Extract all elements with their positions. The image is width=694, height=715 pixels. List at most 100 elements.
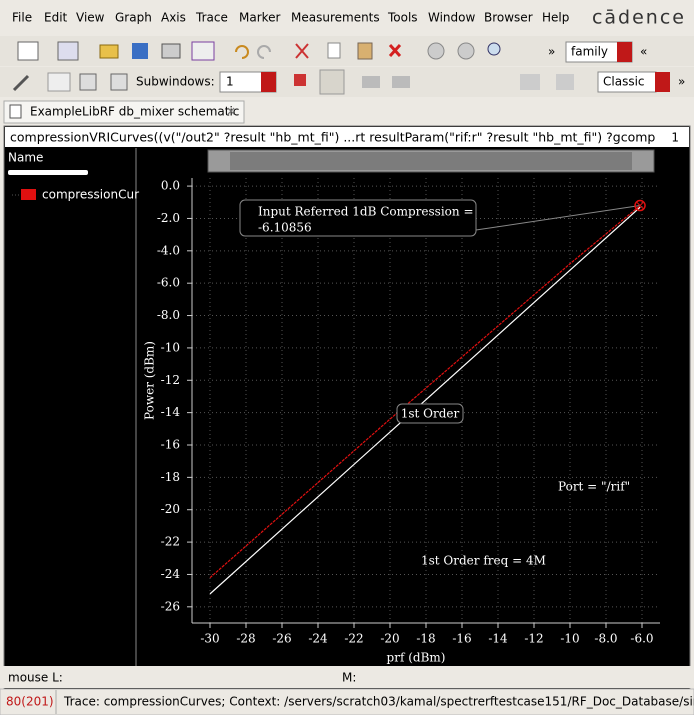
y-tick-label: -4.0 — [157, 243, 180, 257]
sidebar-header: Name — [8, 151, 43, 165]
x-tick-label: -22 — [344, 632, 363, 646]
x-tick-label: -16 — [452, 632, 471, 646]
combo-arrow[interactable] — [617, 42, 632, 62]
menu-item[interactable]: File — [12, 11, 32, 25]
x-tick-label: -26 — [272, 632, 291, 646]
annotation: 1st Order freq = 4M — [421, 554, 546, 568]
y-tick-label: 0.0 — [161, 179, 180, 193]
menu-bar — [0, 0, 694, 32]
expression-bar — [5, 127, 689, 147]
x-tick-label: -18 — [416, 632, 435, 646]
plot: -30 -28 -26 -24 -22 -20 -18 -16 -14 -12 -10 -8.0 -6.… — [143, 178, 660, 665]
middle-status: M: — [342, 671, 356, 685]
y-tick-label: -16 — [161, 438, 180, 452]
annotation: Port = "/rif" — [558, 480, 630, 494]
menu-item[interactable]: Help — [542, 11, 569, 25]
menu-item[interactable]: Axis — [161, 11, 186, 25]
icon-print[interactable] — [161, 43, 181, 59]
icon-back[interactable] — [427, 42, 445, 60]
icon-wand[interactable] — [12, 74, 30, 92]
menu-item[interactable]: Measurements — [291, 11, 380, 25]
icon-open[interactable] — [99, 44, 119, 59]
icon-save[interactable] — [132, 43, 148, 59]
icon-bars[interactable] — [520, 74, 540, 90]
marker-box — [239, 199, 477, 237]
icon-info[interactable] — [319, 69, 345, 95]
x-tick-label: -28 — [236, 632, 255, 646]
icon-forward[interactable] — [457, 42, 475, 60]
marker-label: Input Referred 1dB Compression = — [258, 205, 474, 219]
icon-copy[interactable] — [327, 42, 341, 59]
icon-delete[interactable] — [388, 43, 402, 58]
y-tick-label: -8.0 — [157, 308, 180, 322]
marker-cross — [636, 202, 644, 209]
tab-title[interactable]: ExampleLibRF db_mixer schematic — [30, 105, 239, 119]
series-label-box — [396, 403, 464, 424]
menu-item[interactable]: Marker — [239, 11, 281, 25]
tab-close[interactable]: ✕ — [226, 105, 236, 119]
icon-new[interactable] — [17, 41, 39, 61]
tab[interactable] — [3, 100, 245, 124]
series-line — [209, 205, 641, 579]
menu-item[interactable]: Graph — [115, 11, 152, 25]
sidebar — [5, 148, 136, 666]
icon-right[interactable] — [392, 76, 410, 88]
icon-left[interactable] — [362, 76, 380, 88]
info-bar — [0, 688, 694, 715]
icon-cut[interactable] — [295, 43, 309, 59]
icon-cards[interactable] — [47, 72, 71, 92]
trace-status: Trace: compressionCurves; Context: /serv… — [63, 695, 694, 709]
subwindows-value: 1 — [226, 75, 234, 89]
x-tick-label: -12 — [524, 632, 543, 646]
y-tick-label: -6.0 — [157, 276, 180, 290]
overflow[interactable]: « — [640, 45, 647, 59]
mouse-status: mouse L: — [8, 671, 63, 685]
y-tick-label: -26 — [161, 599, 180, 613]
icon-plot[interactable] — [191, 41, 215, 61]
icon-zoom[interactable] — [487, 42, 501, 56]
overflow[interactable]: » — [678, 75, 685, 89]
overflow[interactable]: » — [548, 45, 555, 59]
y-tick-label: -14 — [161, 405, 181, 419]
combo-arrow[interactable] — [261, 72, 276, 92]
x-tick-label: -14 — [488, 632, 508, 646]
tab-icon — [9, 104, 22, 119]
x-tick-label: -8.0 — [594, 632, 617, 646]
icon-split-h[interactable] — [79, 73, 97, 91]
logo: cādence — [592, 7, 686, 29]
icon-split-v[interactable] — [110, 73, 128, 91]
legend-label[interactable]: compressionCur — [42, 188, 139, 202]
marker-leader — [475, 205, 641, 231]
icon-bars[interactable] — [556, 74, 574, 90]
combo-arrow[interactable] — [655, 72, 670, 92]
y-axis-label: Power (dBm) — [143, 341, 157, 420]
x-tick-label: -20 — [380, 632, 399, 646]
icon-undo[interactable] — [235, 45, 249, 59]
x-tick-label: -10 — [560, 632, 579, 646]
icon-flag[interactable] — [294, 74, 306, 86]
icon-paste[interactable] — [357, 42, 373, 60]
menu-item[interactable]: Tools — [387, 11, 418, 25]
y-tick-label: -22 — [161, 535, 180, 549]
y-tick-label: -18 — [161, 470, 180, 484]
toolbar: » family « — [0, 36, 694, 66]
toolbar: Subwindows: 1 Classic » — [0, 67, 694, 97]
icon-redo[interactable] — [257, 45, 271, 59]
menu-item[interactable]: Edit — [44, 11, 68, 25]
menu-item[interactable]: Window — [428, 11, 476, 25]
menu-item[interactable]: Trace — [195, 11, 228, 25]
style-combo-text: Classic — [603, 75, 645, 89]
legend-swatch — [21, 189, 36, 200]
icon-window[interactable] — [57, 41, 79, 61]
scrollbar-thumb[interactable] — [230, 152, 632, 170]
menu-item[interactable]: Browser — [484, 11, 533, 25]
sidebar-root — [8, 170, 88, 175]
y-tick-label: -12 — [161, 373, 180, 387]
marker — [634, 199, 646, 212]
expression-index: 1 — [671, 131, 679, 145]
y-tick-label: -10 — [161, 340, 180, 354]
series-line — [209, 206, 641, 595]
count: 80(201) — [6, 695, 54, 709]
menu-item[interactable]: View — [76, 11, 105, 25]
